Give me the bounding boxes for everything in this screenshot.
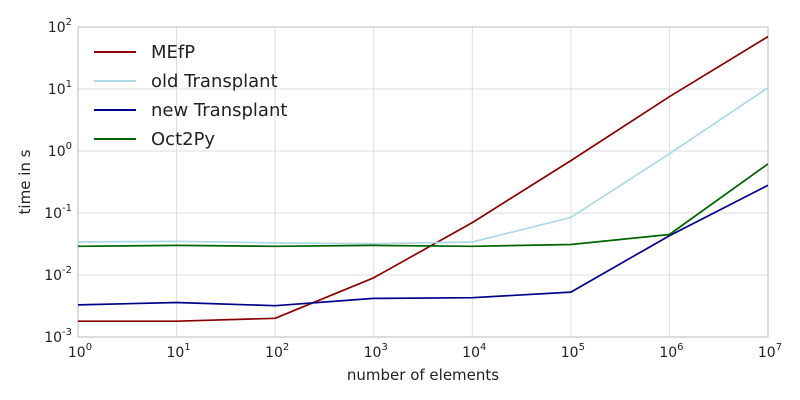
x-tick-label: 101 (166, 342, 190, 361)
y-tick-label: 10-2 (44, 265, 72, 284)
y-tick-labels: 10-3 10-2 10-1 100 101 102 (44, 17, 72, 346)
x-tick-labels: 100 101 102 103 104 105 106 107 (68, 342, 782, 361)
legend-label: Oct2Py (151, 129, 215, 150)
y-tick-label: 10-1 (44, 203, 72, 222)
x-tick-label: 102 (265, 342, 289, 361)
x-tick-label: 106 (659, 342, 683, 361)
y-tick-label: 10-3 (44, 327, 72, 346)
y-tick-label: 101 (48, 79, 72, 98)
x-tick-label: 104 (462, 342, 486, 361)
series-lines (77, 35, 769, 323)
x-tick-label: 107 (758, 342, 782, 361)
y-axis-label: time in s (16, 149, 34, 214)
x-tick-label: 103 (364, 342, 388, 361)
series-line-mefp (78, 35, 769, 323)
x-tick-label: 105 (561, 342, 585, 361)
legend-label: old Transplant (151, 71, 278, 92)
series-line-new-transplant (77, 184, 769, 307)
series-line-old-transplant (77, 86, 769, 245)
legend-label: new Transplant (151, 100, 287, 121)
legend: MEfP old Transplant new Transplant Oct2Py (94, 42, 287, 150)
y-tick-label: 100 (48, 141, 72, 160)
x-axis-label: number of elements (347, 366, 499, 384)
series-line-oct2py (77, 163, 769, 248)
plot-area (77, 26, 769, 338)
x-tick-label: 100 (68, 342, 92, 361)
y-tick-label: 102 (48, 17, 72, 36)
legend-label: MEfP (151, 42, 195, 63)
